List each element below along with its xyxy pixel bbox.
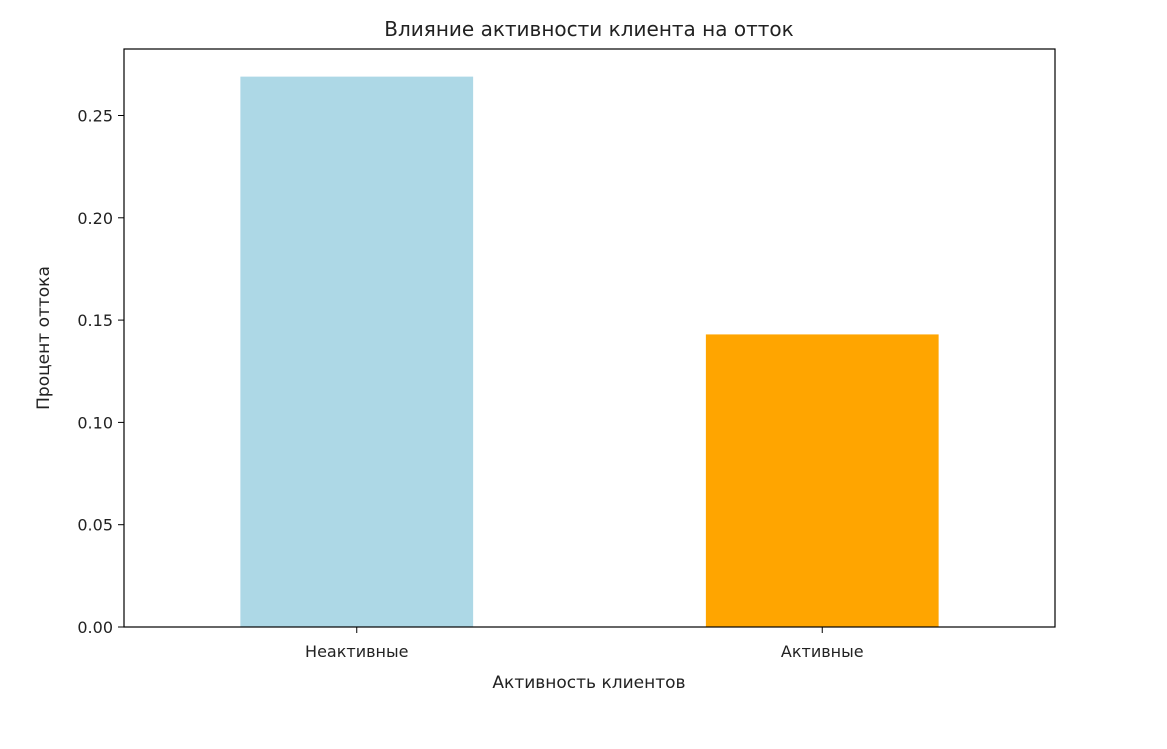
x-ticks-group: Неактивные Активные <box>305 627 864 661</box>
x-axis-label: Активность клиентов <box>492 673 685 693</box>
x-tick-label: Активные <box>781 642 864 661</box>
y-tick-label: 0.25 <box>77 106 113 125</box>
x-tick-label: Неактивные <box>305 642 408 661</box>
plot-frame <box>123 48 1056 628</box>
y-axis-label: Процент оттока <box>34 266 54 410</box>
y-tick-label: 0.00 <box>77 618 113 637</box>
y-ticks-group: 0.00 0.05 0.10 0.15 0.20 0.25 <box>77 106 124 637</box>
bars-group <box>240 76 939 628</box>
y-tick-label: 0.10 <box>77 413 113 432</box>
y-tick-label: 0.20 <box>77 209 113 228</box>
y-tick-label: 0.15 <box>77 311 113 330</box>
chart-title: Влияние активности клиента на отток <box>384 17 793 41</box>
bar-1 <box>705 334 939 627</box>
bar-0 <box>240 76 474 628</box>
y-tick-label: 0.05 <box>77 516 113 535</box>
